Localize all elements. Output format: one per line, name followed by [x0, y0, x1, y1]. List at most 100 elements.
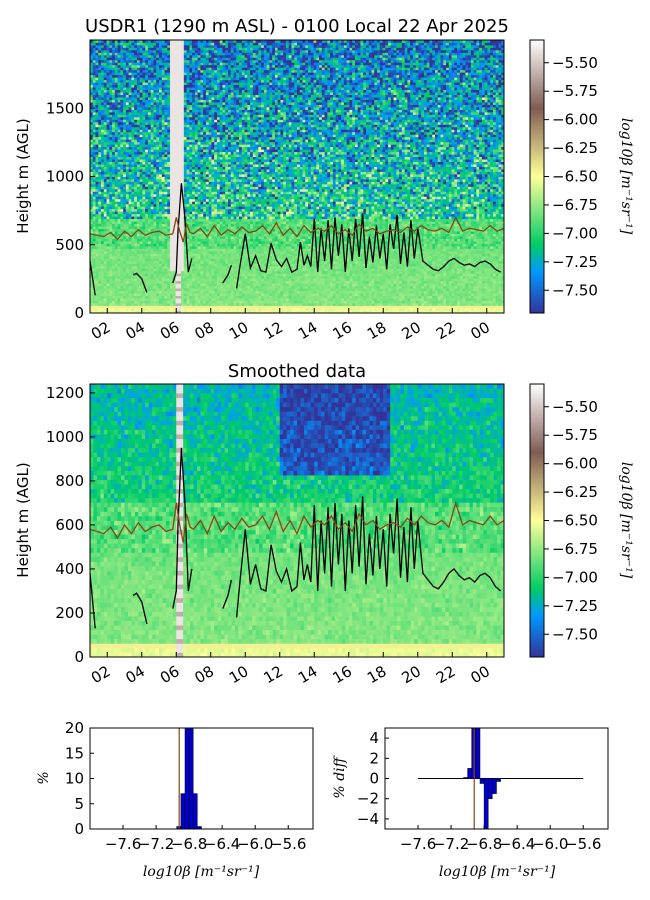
heatmap-cell [131, 107, 134, 110]
heatmap-cell [189, 62, 192, 65]
heatmap-cell [107, 134, 110, 137]
heatmap-cell [162, 70, 165, 73]
heatmap-cell [109, 266, 112, 269]
heatmap-cell [173, 189, 176, 192]
heatmap-cell [134, 55, 137, 58]
heatmap-cell [184, 112, 187, 115]
heatmap-cell [153, 100, 156, 103]
heatmap-cell [148, 286, 151, 289]
heatmap-cell [107, 109, 110, 112]
heatmap-cell [170, 95, 173, 98]
heatmap-cell [206, 169, 209, 172]
heatmap-cell [173, 105, 176, 108]
heatmap-cell [107, 57, 110, 60]
heatmap-cell [153, 239, 156, 242]
heatmap-cell [192, 65, 195, 68]
heatmap-cell [167, 244, 170, 247]
heatmap-cell [206, 174, 209, 177]
heatmap-cell [123, 62, 126, 65]
heatmap-cell [93, 50, 96, 53]
heatmap-cell [115, 196, 118, 199]
heatmap-cell [123, 179, 126, 182]
heatmap-cell [98, 139, 101, 142]
heatmap-cell [165, 82, 168, 85]
heatmap-cell [134, 164, 137, 167]
heatmap-cell [156, 263, 159, 266]
heatmap-cell [156, 52, 159, 55]
heatmap-cell [178, 246, 181, 249]
heatmap-cell [148, 149, 151, 152]
heatmap-cell [159, 127, 162, 130]
heatmap-cell [148, 172, 151, 175]
heatmap-cell [159, 174, 162, 177]
heatmap-cell [142, 75, 145, 78]
heatmap-cell [96, 102, 99, 105]
heatmap-cell [200, 256, 203, 259]
heatmap-cell [109, 102, 112, 105]
heatmap-cell [109, 276, 112, 279]
heatmap-cell [107, 224, 110, 227]
heatmap-cell [167, 65, 170, 68]
heatmap-cell [195, 216, 198, 219]
heatmap-cell [189, 283, 192, 286]
heatmap-cell [178, 87, 181, 90]
heatmap-cell [178, 77, 181, 80]
heatmap-cell [115, 45, 118, 48]
heatmap-cell [203, 179, 206, 182]
heatmap-cell [203, 80, 206, 83]
heatmap-cell [145, 102, 148, 105]
heatmap-cell [131, 301, 134, 304]
heatmap-cell [159, 62, 162, 65]
heatmap-cell [203, 154, 206, 157]
heatmap-cell [184, 177, 187, 180]
heatmap-cell [165, 172, 168, 175]
heatmap-cell [189, 184, 192, 187]
heatmap-cell [198, 85, 201, 88]
heatmap-cell [145, 55, 148, 58]
heatmap-cell [109, 196, 112, 199]
heatmap-cell [176, 164, 179, 167]
heatmap-cell [170, 117, 173, 120]
heatmap-cell [200, 253, 203, 256]
heatmap-cell [137, 90, 140, 93]
heatmap-cell [131, 100, 134, 103]
heatmap-cell [153, 258, 156, 261]
heatmap-cell [120, 129, 123, 132]
heatmap-cell [189, 201, 192, 204]
heatmap-cell [151, 281, 154, 284]
heatmap-cell [203, 298, 206, 301]
heatmap-cell [184, 273, 187, 276]
heatmap-cell [101, 291, 104, 294]
heatmap-cell [206, 298, 209, 301]
heatmap-cell [159, 181, 162, 184]
heatmap-cell [123, 149, 126, 152]
heatmap-cell [107, 276, 110, 279]
heatmap-cell [170, 214, 173, 217]
heatmap-cell [107, 127, 110, 130]
heatmap-cell [209, 306, 212, 309]
heatmap-cell [123, 134, 126, 137]
heatmap-cell [120, 85, 123, 88]
heatmap-cell [140, 216, 143, 219]
heatmap-cell [198, 139, 201, 142]
heatmap-cell [126, 82, 129, 85]
heatmap-cell [167, 149, 170, 152]
heatmap-cell [131, 129, 134, 132]
heatmap-cell [96, 57, 99, 60]
heatmap-cell [200, 268, 203, 271]
heatmap-cell [93, 239, 96, 242]
heatmap-cell [151, 60, 154, 63]
heatmap-cell [206, 154, 209, 157]
heatmap-cell [112, 82, 115, 85]
heatmap-cell [107, 117, 110, 120]
heatmap-cell [156, 266, 159, 269]
heatmap-cell [176, 117, 179, 120]
heatmap-cell [156, 301, 159, 304]
heatmap-cell [115, 52, 118, 55]
heatmap-cell [134, 288, 137, 291]
heatmap-cell [195, 112, 198, 115]
heatmap-cell [176, 149, 179, 152]
heatmap-cell [151, 162, 154, 165]
heatmap-cell [98, 149, 101, 152]
heatmap-cell [200, 251, 203, 254]
